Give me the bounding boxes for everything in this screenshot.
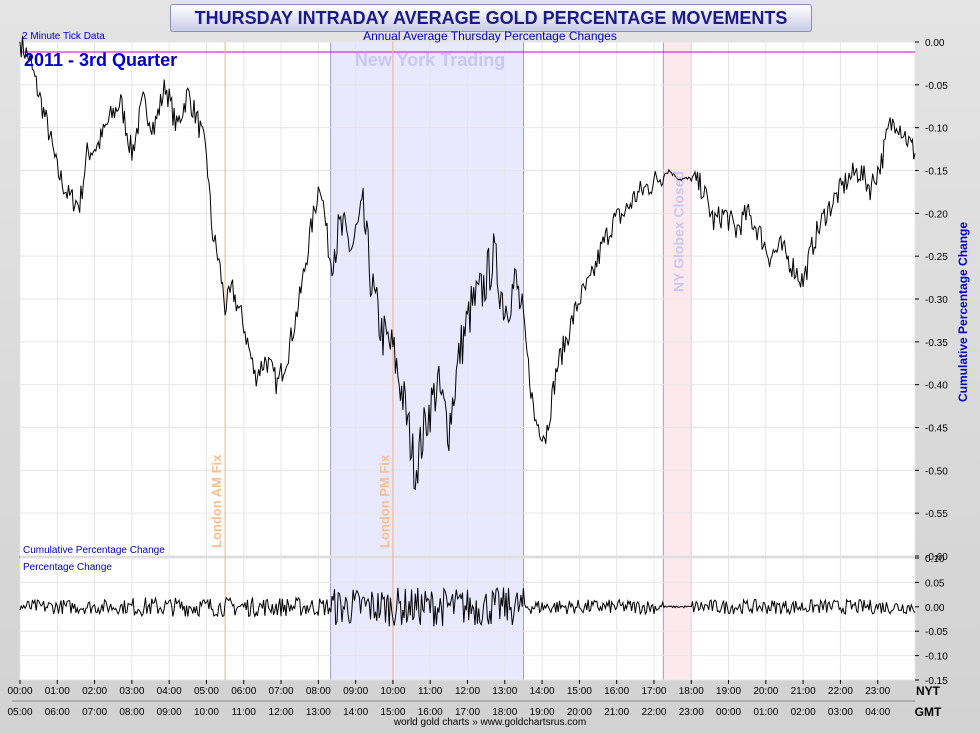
x-tick-label-gmt: 09:00 (157, 707, 182, 718)
x-tick-label-nyt: 03:00 (119, 686, 144, 697)
x-tick-label-nyt: 01:00 (45, 686, 70, 697)
y-tick-label-lower: 0.00 (925, 603, 945, 614)
x-tick-label-gmt: 06:00 (45, 707, 70, 718)
x-tick-label-nyt: 08:00 (306, 686, 331, 697)
x-tick-label-nyt: 23:00 (865, 686, 890, 697)
y-tick-label-upper: -0.35 (925, 338, 948, 349)
x-tick-label-gmt: 15:00 (380, 707, 405, 718)
percentage-change-series-line (19, 587, 916, 627)
x-tick-label-nyt: 04:00 (157, 686, 182, 697)
x-tick-label-gmt: 19:00 (530, 707, 555, 718)
x-tick-label-nyt: 00:00 (7, 686, 32, 697)
x-tick-label-nyt: 22:00 (828, 686, 853, 697)
chart-title: THURSDAY INTRADAY AVERAGE GOLD PERCENTAG… (170, 4, 812, 32)
ny-trading-label: New York Trading (355, 50, 505, 70)
y-tick-label-upper: -0.50 (925, 466, 948, 477)
x-tick-label-nyt: 15:00 (567, 686, 592, 697)
y-tick-label-upper: -0.25 (925, 252, 948, 263)
y-tick-label-lower: -0.10 (925, 652, 948, 663)
x-tick-label-gmt: 02:00 (791, 707, 816, 718)
x-tick-label-gmt: 01:00 (753, 707, 778, 718)
y-tick-label-upper: -0.30 (925, 295, 948, 306)
x-tick-label-nyt: 09:00 (343, 686, 368, 697)
chart-subtitle: Annual Average Thursday Percentage Chang… (363, 29, 617, 43)
x-tick-label-gmt: 07:00 (82, 707, 107, 718)
lower-panel-title: Percentage Change (23, 562, 112, 573)
x-tick-label-gmt: 23:00 (679, 707, 704, 718)
x-tick-label-gmt: 14:00 (343, 707, 368, 718)
y-tick-label-upper: -0.20 (925, 209, 948, 220)
london-am-fix-label: London AM Fix (209, 454, 224, 548)
y-tick-label-upper: -0.15 (925, 167, 948, 178)
x-tick-label-gmt: 04:00 (865, 707, 890, 718)
x-tick-label-gmt: 05:00 (7, 707, 32, 718)
y-axis-label: Cumulative Percentage Change (956, 222, 970, 402)
x-tick-label-nyt: 10:00 (380, 686, 405, 697)
cumulative-series-line (19, 35, 916, 491)
globex-closed-band-lower (662, 557, 692, 681)
x-tick-label-gmt: 00:00 (716, 707, 741, 718)
x-tick-label-gmt: 08:00 (119, 707, 144, 718)
x-tick-label-gmt: 13:00 (306, 707, 331, 718)
y-tick-label-upper: -0.60 (925, 552, 948, 563)
x-tick-label-gmt: 17:00 (455, 707, 480, 718)
timezone-gmt-label: GMT (915, 705, 942, 719)
x-tick-label-nyt: 16:00 (604, 686, 629, 697)
upper-panel-title: Cumulative Percentage Change (23, 545, 165, 556)
y-tick-label-upper: -0.55 (925, 509, 948, 520)
footer-credit: world gold charts » www.goldchartsrus.co… (393, 717, 587, 728)
x-tick-label-gmt: 18:00 (492, 707, 517, 718)
x-tick-label-nyt: 06:00 (231, 686, 256, 697)
x-tick-label-nyt: 20:00 (753, 686, 778, 697)
x-tick-label-nyt: 11:00 (418, 686, 443, 697)
ny-trading-band-lower (330, 557, 524, 681)
x-tick-label-gmt: 10:00 (194, 707, 219, 718)
x-tick-label-nyt: 19:00 (716, 686, 741, 697)
x-tick-label-gmt: 03:00 (828, 707, 853, 718)
x-tick-label-nyt: 12:00 (455, 686, 480, 697)
y-tick-label-upper: -0.45 (925, 424, 948, 435)
x-tick-label-gmt: 20:00 (567, 707, 592, 718)
y-tick-label-lower: -0.15 (925, 676, 948, 687)
y-tick-label-upper: 0.00 (925, 38, 945, 49)
x-tick-label-gmt: 22:00 (641, 707, 666, 718)
x-tick-label-nyt: 14:00 (530, 686, 555, 697)
x-tick-label-nyt: 13:00 (492, 686, 517, 697)
x-tick-label-nyt: 07:00 (269, 686, 294, 697)
london-pm-fix-label: London PM Fix (377, 454, 392, 548)
globex-closed-label: NY Globex Closed (670, 171, 686, 292)
x-tick-label-nyt: 17:00 (641, 686, 666, 697)
x-tick-label-nyt: 05:00 (194, 686, 219, 697)
y-tick-label-upper: -0.10 (925, 124, 948, 135)
x-tick-label-gmt: 21:00 (604, 707, 629, 718)
x-tick-label-gmt: 11:00 (232, 707, 257, 718)
period-label: 2011 - 3rd Quarter (24, 50, 177, 70)
y-tick-label-upper: -0.40 (925, 381, 948, 392)
x-tick-label-nyt: 21:00 (791, 686, 816, 697)
x-tick-label-gmt: 16:00 (418, 707, 443, 718)
y-tick-label-lower: 0.10 (925, 554, 945, 565)
y-tick-label-lower: -0.05 (925, 627, 948, 638)
tick-data-note: 2 Minute Tick Data (22, 31, 105, 42)
x-tick-label-gmt: 12:00 (269, 707, 294, 718)
x-tick-label-nyt: 18:00 (679, 686, 704, 697)
timezone-nyt-label: NYT (916, 684, 941, 698)
y-tick-label-lower: 0.05 (925, 578, 945, 589)
x-tick-label-nyt: 02:00 (82, 686, 107, 697)
y-tick-label-upper: -0.05 (925, 81, 948, 92)
